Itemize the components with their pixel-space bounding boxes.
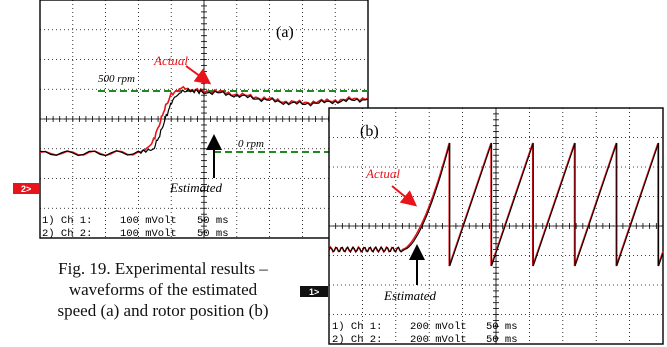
panel-a-grid — [40, 0, 368, 238]
panel-a-series — [39, 85, 369, 157]
caption-line-3: speed (a) and rotor position (b) — [57, 301, 269, 320]
panel-a-reference-lines — [98, 90, 368, 153]
ch2-label-b: 2) Ch 2: — [332, 334, 382, 346]
panel-b-scope: (b) Actual Estimated 1) Ch 1: 200 mVolt … — [328, 107, 664, 346]
channel-marker-b-bg — [300, 286, 328, 297]
series-estimated-a — [39, 87, 369, 157]
ch2-label-a: 2) Ch 2: — [42, 228, 92, 240]
panel-b-label: (b) — [360, 123, 379, 140]
ch2-time-a: 50 ms — [197, 228, 229, 240]
channel-marker-a-bg — [13, 183, 39, 194]
label-0-rpm: 0 rpm — [238, 138, 264, 150]
annotation-actual-b: Actual — [365, 166, 400, 181]
ch1-time-a: 50 ms — [197, 215, 229, 227]
panel-a-label: (a) — [276, 24, 294, 41]
arrow-actual-b — [391, 185, 418, 207]
ch2-value-a: 100 mVolt — [120, 228, 177, 240]
annotation-estimated-a: Estimated — [169, 180, 222, 195]
series-estimated-b — [328, 142, 664, 267]
ch2-time-b: 50 ms — [486, 334, 518, 346]
ch1-label-b: 1) Ch 1: — [332, 321, 382, 333]
panel-b-series — [328, 142, 664, 267]
figure-caption: Fig. 19. Experimental results – waveform… — [4, 258, 322, 321]
ch1-label-a: 1) Ch 1: — [42, 215, 92, 227]
ch1-time-b: 50 ms — [486, 321, 518, 333]
panel-b-grid — [329, 108, 663, 344]
label-500-rpm: 500 rpm — [98, 73, 135, 85]
panel-a-scope: (a) 500 rpm 0 rpm Actual Estimated 1) Ch… — [39, 0, 369, 240]
arrow-actual-a — [185, 65, 212, 85]
channel-marker-b: 1> — [309, 287, 319, 297]
caption-line-2: waveforms of the estimated — [68, 280, 258, 299]
ch1-value-b: 200 mVolt — [410, 321, 467, 333]
channel-marker-a: 2> — [21, 184, 31, 194]
caption-line-1: Fig. 19. Experimental results – — [58, 259, 268, 278]
annotation-actual-a: Actual — [153, 53, 188, 68]
annotation-estimated-b: Estimated — [383, 288, 436, 303]
ch2-value-b: 200 mVolt — [410, 334, 467, 346]
ch1-value-a: 100 mVolt — [120, 215, 177, 227]
